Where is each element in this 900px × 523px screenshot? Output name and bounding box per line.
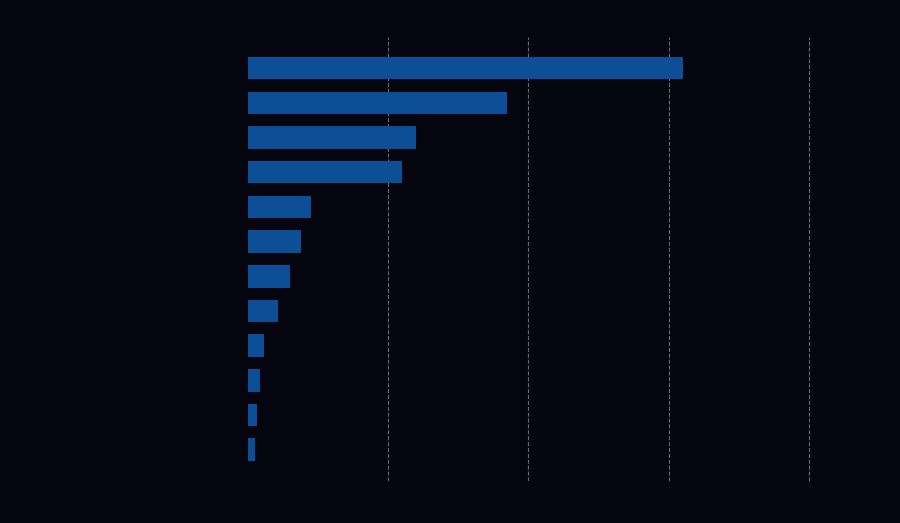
Bar <box>248 334 265 357</box>
Bar <box>248 300 278 322</box>
Bar <box>248 196 310 218</box>
Bar <box>248 438 255 461</box>
Bar <box>248 126 416 149</box>
Bar <box>248 161 402 184</box>
Bar <box>248 230 301 253</box>
Bar <box>248 265 290 288</box>
Bar <box>248 57 682 79</box>
Bar <box>248 92 508 114</box>
Bar <box>248 369 260 392</box>
Bar <box>248 404 257 426</box>
